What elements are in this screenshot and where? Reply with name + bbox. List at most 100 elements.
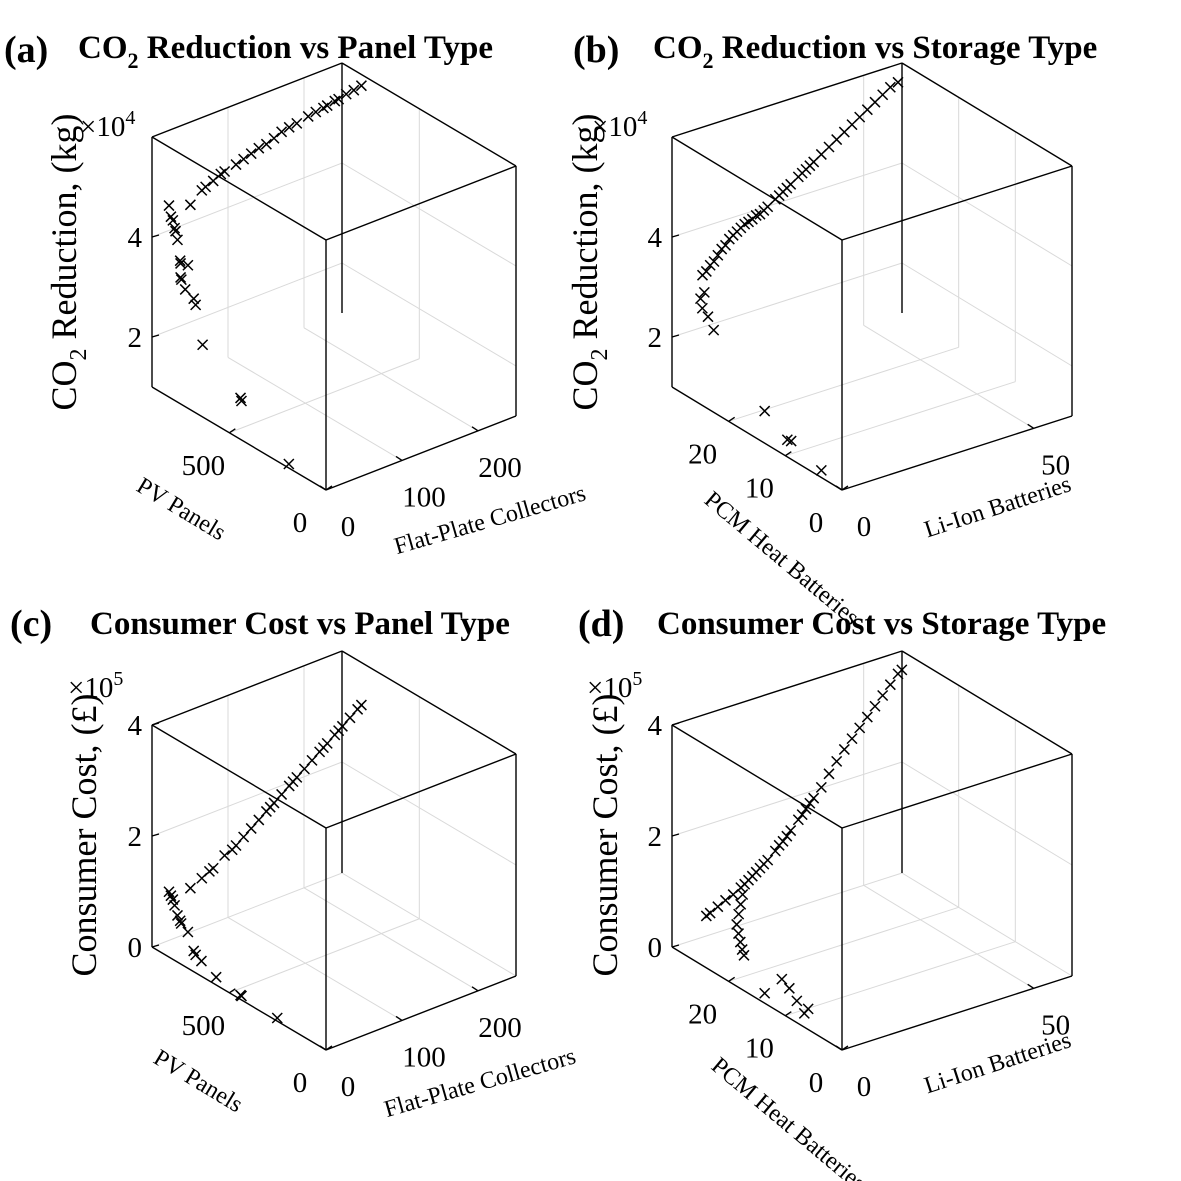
tick-mark bbox=[841, 1045, 849, 1051]
tick-mark bbox=[671, 833, 680, 837]
y-tick-label: 100 bbox=[402, 481, 446, 513]
tick-mark bbox=[671, 334, 680, 338]
data-point bbox=[333, 93, 345, 105]
gridlines bbox=[151, 77, 517, 491]
data-point bbox=[321, 100, 333, 112]
gridline bbox=[229, 358, 420, 434]
gridline bbox=[671, 162, 1073, 267]
x-tick-label: 0 bbox=[809, 507, 824, 539]
z-tick-label: 4 bbox=[128, 222, 143, 254]
x-axis-label: PV Panels bbox=[132, 473, 230, 546]
gridline bbox=[671, 761, 1073, 866]
data-point bbox=[804, 797, 816, 809]
y-tick-label: 50 bbox=[1041, 449, 1070, 481]
x-tick-label: 0 bbox=[293, 507, 308, 539]
gridline bbox=[785, 381, 1016, 457]
axis-line bbox=[151, 136, 327, 241]
data-point bbox=[175, 257, 187, 269]
data-point bbox=[175, 271, 187, 283]
axis-line bbox=[151, 650, 343, 726]
data-point bbox=[190, 299, 202, 311]
data-point bbox=[197, 339, 209, 351]
gridline bbox=[151, 650, 517, 755]
data-point bbox=[696, 269, 709, 281]
data-point bbox=[696, 302, 708, 314]
data-point bbox=[245, 148, 257, 160]
data-point bbox=[861, 711, 873, 723]
data-point bbox=[291, 117, 303, 129]
data-point bbox=[733, 908, 745, 920]
data-point bbox=[759, 987, 771, 999]
data-point bbox=[235, 395, 248, 407]
data-point bbox=[704, 259, 716, 271]
tick-mark bbox=[784, 451, 792, 457]
panel-letter: (c) bbox=[10, 603, 52, 645]
data-point bbox=[781, 182, 793, 194]
data-point bbox=[737, 888, 749, 901]
tick-mark bbox=[1027, 423, 1035, 429]
gridline bbox=[863, 324, 1034, 429]
chart-co2-panel-type: 2 4 0 500 0 100 200 CO2 Reduction, (kg)×104 PV P… bbox=[44, 62, 589, 560]
axis-line bbox=[841, 753, 1073, 829]
gridline bbox=[151, 761, 517, 866]
x-tick-label: 20 bbox=[688, 998, 717, 1030]
gridlines bbox=[151, 650, 517, 1051]
x-tick-label: 0 bbox=[809, 1067, 824, 1099]
axis-line bbox=[341, 62, 517, 167]
axis-line bbox=[671, 62, 903, 138]
tick-mark bbox=[728, 976, 736, 982]
data-point bbox=[758, 204, 770, 216]
tick-mark bbox=[1027, 983, 1035, 989]
data-point bbox=[815, 464, 827, 476]
data-point bbox=[712, 901, 724, 913]
tick-mark bbox=[151, 833, 160, 837]
data-point bbox=[823, 768, 835, 780]
axis-line bbox=[151, 724, 327, 829]
data-point bbox=[260, 138, 272, 150]
data-point bbox=[731, 918, 743, 930]
data-point bbox=[340, 88, 352, 100]
data-points bbox=[163, 80, 367, 470]
data-point bbox=[802, 1003, 814, 1015]
z-axis-label: CO2 Reduction, (kg) bbox=[565, 114, 613, 411]
data-point bbox=[708, 324, 720, 336]
axis-line bbox=[151, 386, 327, 491]
y-tick-label: 0 bbox=[341, 511, 356, 543]
axis-line bbox=[901, 62, 1073, 167]
data-points bbox=[694, 76, 904, 476]
y-tick-label: 0 bbox=[857, 511, 872, 543]
tick-mark bbox=[151, 944, 160, 948]
panel-d-header: (d) Consumer Cost vs Storage Type bbox=[578, 603, 1106, 645]
axis-line bbox=[341, 650, 517, 755]
z-multiplier: ×104 bbox=[592, 107, 647, 143]
data-point bbox=[333, 725, 345, 737]
z-tick-label: 4 bbox=[128, 710, 143, 742]
y-tick-label: 0 bbox=[857, 1071, 872, 1103]
x-axis-label: PCM Heat Batteries bbox=[706, 1053, 871, 1181]
gridline bbox=[151, 872, 517, 977]
gridline bbox=[303, 327, 479, 432]
data-point bbox=[854, 722, 866, 734]
y-tick-label: 100 bbox=[402, 1041, 446, 1073]
data-point bbox=[700, 910, 712, 922]
data-point bbox=[719, 894, 732, 906]
z-tick-label: 2 bbox=[128, 821, 143, 853]
data-point bbox=[264, 801, 276, 813]
data-point bbox=[169, 222, 181, 234]
panel-a-header: (a) CO2 Reduction vs Panel Type bbox=[4, 29, 493, 73]
data-point bbox=[219, 849, 231, 861]
z-axis-label: CO2 Reduction, (kg) bbox=[44, 114, 92, 411]
z-tick-label: 2 bbox=[648, 322, 663, 354]
x-tick-label: 20 bbox=[688, 438, 717, 470]
data-point bbox=[253, 142, 265, 154]
axis-line bbox=[671, 946, 843, 1051]
gridline bbox=[728, 906, 959, 982]
tick-mark bbox=[228, 428, 236, 434]
x-tick-label: 10 bbox=[745, 1033, 774, 1065]
data-point bbox=[896, 664, 908, 676]
panel-title: CO2 Reduction vs Panel Type bbox=[78, 30, 493, 73]
data-point bbox=[785, 825, 797, 837]
data-point bbox=[698, 286, 710, 298]
data-point bbox=[702, 311, 714, 323]
